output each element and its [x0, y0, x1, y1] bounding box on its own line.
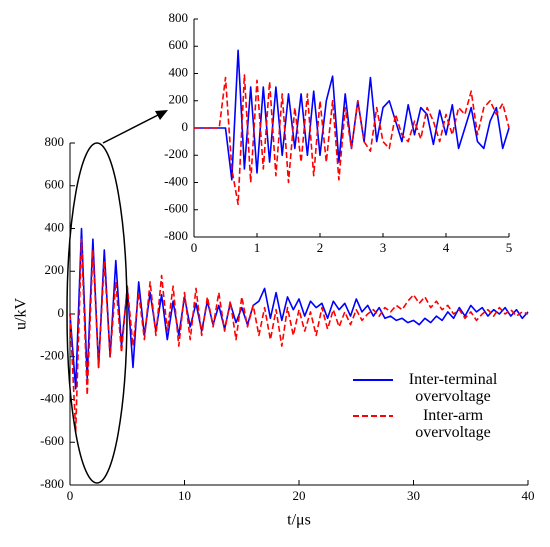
y-tick-label: 400	[45, 219, 65, 234]
y-tick-label: -400	[164, 173, 188, 188]
y-tick-label: -200	[40, 348, 64, 363]
highlight-ellipse	[66, 142, 128, 484]
x-axis-label: t/μs	[287, 512, 311, 529]
y-tick-label: -800	[164, 228, 188, 243]
y-tick-label: 600	[169, 37, 189, 52]
series-line	[69, 238, 529, 433]
arrow-head	[155, 110, 168, 120]
y-tick-label: 0	[182, 119, 189, 134]
y-tick-label: 200	[45, 262, 65, 277]
y-tick-label: -600	[164, 201, 188, 216]
x-tick-label: 10	[178, 488, 191, 503]
x-tick-label: 20	[293, 488, 306, 503]
y-tick-label: 800	[169, 10, 189, 25]
y-tick-label: -400	[40, 390, 64, 405]
x-tick-label: 5	[506, 240, 513, 255]
series-line	[194, 74, 510, 206]
legend-label: Inter-arm overvoltage	[415, 407, 491, 441]
plot-background	[194, 19, 509, 237]
x-tick-label: 1	[254, 240, 261, 255]
x-tick-label: 40	[522, 488, 535, 503]
y-tick-label: 200	[169, 92, 189, 107]
x-tick-label: 2	[317, 240, 324, 255]
y-tick-label: 0	[58, 305, 65, 320]
y-tick-label: -600	[40, 433, 64, 448]
x-tick-label: 30	[407, 488, 420, 503]
y-tick-label: 400	[169, 64, 189, 79]
legend-label: Inter-terminal overvoltage	[408, 371, 498, 405]
x-tick-label: 0	[67, 488, 74, 503]
x-tick-label: 4	[443, 240, 450, 255]
y-axis-label: u/kV	[13, 298, 30, 330]
y-tick-label: -200	[164, 146, 188, 161]
y-tick-label: -800	[40, 476, 64, 491]
y-tick-label: 800	[45, 134, 65, 149]
x-tick-label: 3	[380, 240, 387, 255]
y-tick-label: 600	[45, 177, 65, 192]
arrow-line	[102, 113, 161, 144]
x-tick-label: 0	[191, 240, 198, 255]
